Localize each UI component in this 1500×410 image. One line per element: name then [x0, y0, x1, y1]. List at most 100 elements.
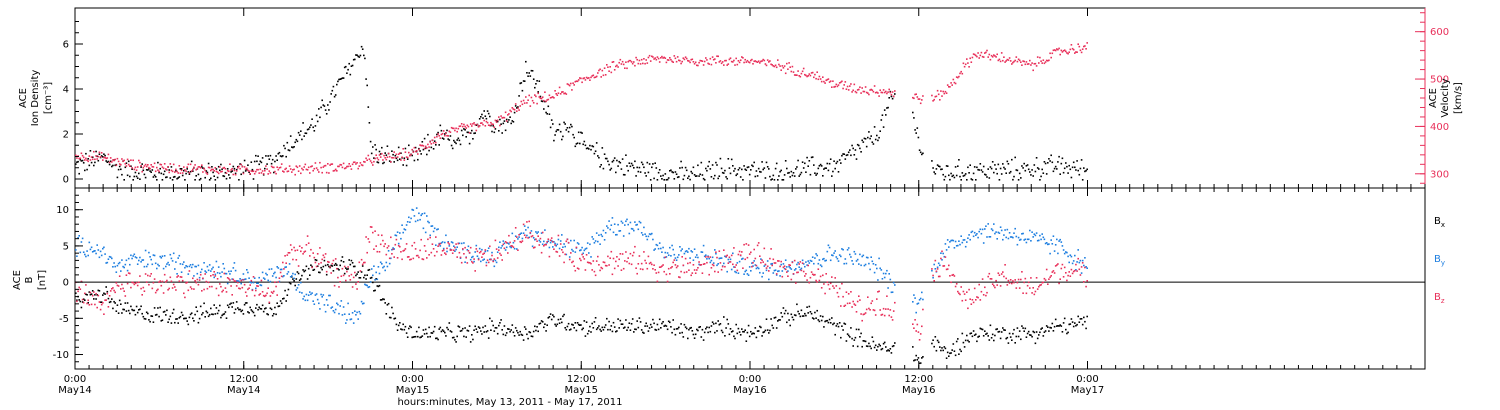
by-point [1008, 232, 1011, 234]
bz-point [163, 273, 166, 276]
by-point [869, 268, 871, 271]
by-point [307, 294, 310, 296]
bz-point [939, 275, 941, 278]
velocity-point [644, 62, 646, 65]
bx-point [189, 313, 192, 316]
bz-point [543, 245, 545, 247]
bz-point [976, 296, 978, 298]
bz-point [775, 273, 778, 275]
by-point [96, 244, 98, 246]
bx-point [960, 350, 962, 353]
density-point [78, 172, 80, 175]
velocity-point [637, 62, 640, 65]
bx-point [832, 323, 834, 326]
bx-point [656, 323, 659, 326]
density-point [891, 97, 894, 100]
density-point [120, 168, 122, 171]
bz-point [882, 307, 885, 310]
bz-point [233, 280, 236, 282]
bx-point [84, 299, 86, 301]
by-point [913, 294, 915, 296]
velocity-point [1043, 62, 1046, 65]
bx-point [354, 265, 356, 268]
bx-point [230, 302, 232, 305]
bz-point [1080, 266, 1083, 268]
density-point [642, 163, 644, 166]
velocity-point [694, 61, 697, 64]
bz-point [167, 289, 169, 291]
bz-point [1016, 281, 1019, 284]
velocity-point [746, 59, 749, 62]
bz-point [962, 290, 965, 293]
bz-point [509, 241, 511, 244]
density-point [585, 147, 588, 150]
bz-point [1051, 271, 1054, 273]
bx-point [685, 327, 688, 330]
bz-point [320, 261, 322, 264]
density-point [233, 167, 236, 170]
bx-point [152, 321, 155, 323]
bz-point [241, 286, 244, 289]
bz-point [876, 298, 878, 300]
bx-point [328, 265, 330, 268]
density-point [1020, 177, 1022, 179]
bz-point [984, 286, 986, 289]
velocity-point [498, 116, 500, 118]
bx-point [267, 313, 269, 316]
by-point [568, 256, 571, 258]
by-point [953, 247, 956, 249]
bz-point [673, 259, 676, 261]
velocity-point [676, 56, 679, 58]
velocity-point [482, 123, 484, 126]
bz-point [774, 262, 777, 264]
by-point [246, 269, 248, 271]
by-point [1080, 272, 1083, 274]
velocity-point [872, 90, 875, 93]
by-point [365, 284, 367, 286]
velocity-point [253, 172, 256, 175]
by-point [453, 245, 455, 247]
velocity-point [107, 153, 110, 156]
bz-point [181, 279, 184, 282]
by-point [211, 268, 213, 270]
by-point [993, 223, 995, 225]
density-point [775, 162, 778, 165]
bx-point [355, 274, 357, 277]
bx-point [557, 318, 560, 321]
bz-point [838, 287, 841, 290]
bz-point [399, 245, 401, 248]
bx-point [802, 315, 805, 317]
velocity-point [745, 61, 748, 63]
by-point [646, 238, 649, 241]
bz-point [1007, 279, 1010, 282]
density-point [950, 172, 952, 175]
bz-point [600, 266, 602, 269]
bz-point [786, 271, 788, 273]
bz-point [915, 330, 917, 332]
velocity-point [1057, 48, 1059, 51]
bx-point [1079, 318, 1082, 320]
by-point [273, 272, 275, 275]
by-point [1076, 261, 1078, 263]
bz-point [518, 234, 520, 236]
velocity-point [976, 55, 978, 58]
by-point [366, 284, 368, 287]
density-point [673, 178, 676, 180]
bx-point [841, 325, 843, 327]
velocity-point [797, 70, 799, 72]
by-point [697, 256, 699, 259]
by-point [809, 259, 812, 262]
density-point [670, 169, 672, 171]
by-point [742, 257, 744, 260]
bz-point [334, 258, 337, 260]
density-point [874, 138, 877, 141]
bz-point [161, 280, 164, 283]
by-point [796, 263, 798, 266]
bz-point [888, 314, 890, 317]
density-point [636, 166, 638, 169]
bx-point [391, 306, 393, 309]
bz-point [428, 254, 430, 256]
bx-point [111, 298, 113, 300]
by-point [507, 242, 509, 244]
bx-point [1077, 315, 1079, 318]
